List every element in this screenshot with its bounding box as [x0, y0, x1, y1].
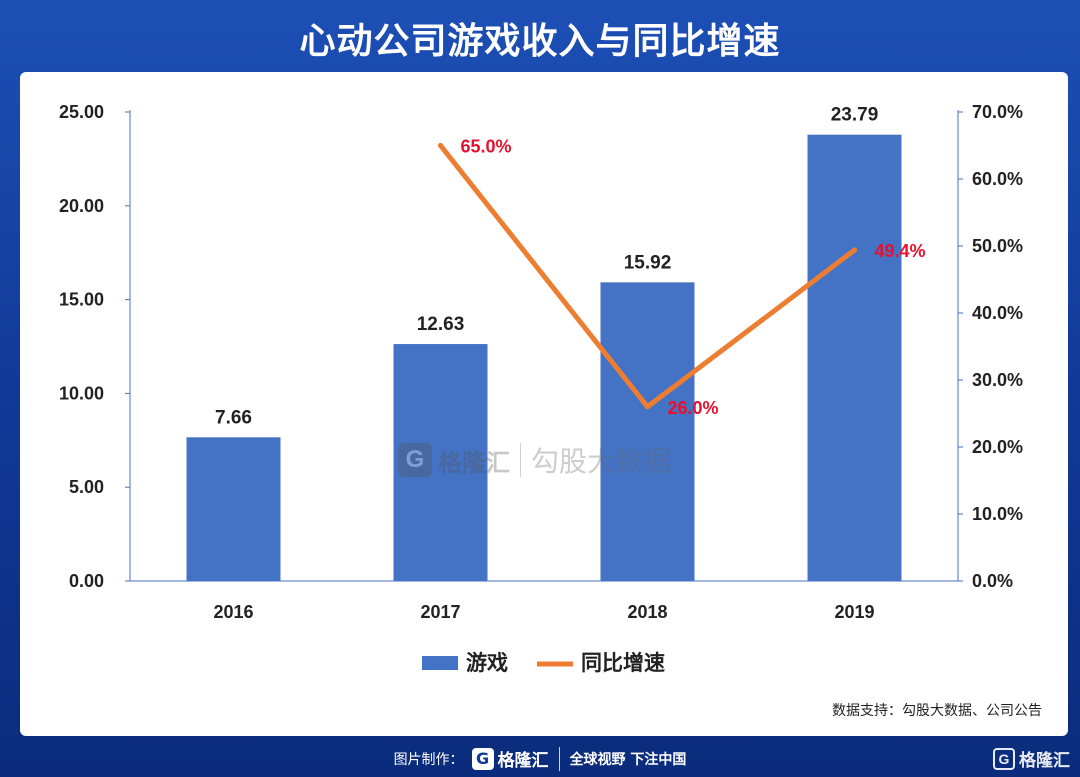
y-right-tick-label: 10.0%: [972, 504, 1023, 524]
growth-data-label: 65.0%: [461, 137, 512, 157]
footer-separator: [558, 746, 560, 771]
growth-data-label: 26.0%: [668, 398, 719, 418]
watermark: G 格隆汇 勾股大数据: [398, 438, 671, 482]
bar: [393, 344, 488, 581]
y-left-tick-label: 5.00: [69, 477, 104, 497]
footer: 图片制作： G 格隆汇 全球视野 下注中国: [0, 740, 1080, 777]
source-note: 数据支持：勾股大数据、公司公告: [832, 703, 1042, 719]
y-left-tick-label: 10.00: [59, 383, 104, 403]
footer-credit-label: 图片制作：: [393, 751, 464, 768]
legend-line-label: 同比增速: [581, 651, 665, 675]
y-left-tick-label: 0.00: [69, 571, 104, 591]
chart: 0.00 5.00 10.00 15.00 20.00 25.00 0.0% 10.0% 20.…: [59, 102, 1023, 675]
corner-logo-brand: 格隆汇: [1019, 751, 1070, 771]
x-tick-label: 2016: [213, 602, 253, 622]
watermark-logo-icon: G: [398, 443, 432, 477]
bar: [600, 282, 695, 581]
growth-point: [438, 143, 443, 148]
y-right-tick-label: 70.0%: [972, 102, 1023, 122]
y-right-tick-label: 60.0%: [972, 169, 1023, 189]
growth-point: [645, 404, 650, 410]
bar: [186, 437, 281, 581]
corner-logo-icon: G: [993, 747, 1015, 770]
x-tick-label: 2018: [627, 602, 667, 622]
footer-brand: 格隆汇: [497, 751, 549, 771]
y-right-tick-label: 0.0%: [972, 571, 1013, 591]
x-tick-label: 2019: [834, 602, 874, 622]
bar-data-label: 15.92: [624, 252, 672, 273]
bar-data-label: 7.66: [215, 407, 252, 428]
growth-point: [852, 247, 857, 253]
y-left-tick-label: 25.00: [59, 102, 104, 122]
growth-data-label: 49.4%: [875, 241, 926, 261]
y-left-tick-label: 15.00: [59, 290, 104, 310]
watermark-separator: [520, 443, 521, 477]
legend-bar-swatch: [422, 656, 458, 670]
corner-logo: G 格隆汇: [993, 746, 1070, 771]
footer-slogan: 全球视野 下注中国: [569, 751, 687, 768]
bar: [807, 134, 902, 582]
watermark-brand: 格隆汇: [438, 448, 510, 477]
chart-panel: 0.00 5.00 10.00 15.00 20.00 25.00 0.0% 10.0% 20.…: [20, 72, 1068, 736]
y-right-tick-label: 50.0%: [972, 236, 1023, 256]
y-left-tick-label: 20.00: [59, 196, 104, 216]
y-right-tick-label: 40.0%: [972, 303, 1023, 323]
x-tick-label: 2017: [420, 602, 460, 622]
footer-logo-icon: G: [471, 747, 494, 770]
bar-data-label: 23.79: [831, 105, 879, 126]
y-right-tick-label: 20.0%: [972, 437, 1023, 457]
bar-data-label: 12.63: [417, 314, 465, 335]
legend-bar-label: 游戏: [466, 651, 508, 675]
page-title: 心动公司游戏收入与同比增速: [299, 21, 781, 62]
watermark-name: 勾股大数据: [531, 445, 672, 478]
y-right-tick-label: 30.0%: [972, 370, 1023, 390]
